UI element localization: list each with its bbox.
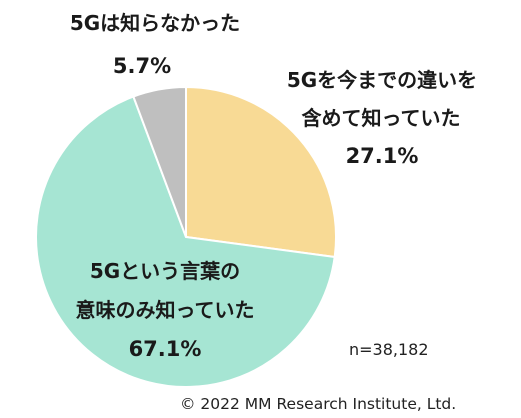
slice-label-meaning-only-line2: 意味のみ知っていた [76, 298, 255, 322]
slice-label-unknown: 5Gは知らなかった [70, 11, 240, 35]
pie-slice-unknown [132, 86, 187, 238]
copyright: © 2022 MM Research Institute, Ltd. [180, 395, 456, 413]
slice-value-meaning-only: 67.1% [129, 337, 202, 361]
slice-value-aware-difference: 27.1% [346, 144, 419, 168]
slice-value-unknown: 5.7% [113, 54, 171, 78]
pie-slice-meaning-only [35, 95, 336, 388]
pie-slices [35, 86, 337, 388]
slice-label-aware-difference-line1: 5Gを今までの違いを [287, 68, 477, 92]
sample-size: n=38,182 [349, 340, 429, 359]
slice-label-aware-difference-line2: 含めて知っていた [302, 106, 461, 130]
pie-slice-aware-difference [185, 86, 337, 258]
slice-label-meaning-only-line1: 5Gという言葉の [90, 259, 240, 283]
